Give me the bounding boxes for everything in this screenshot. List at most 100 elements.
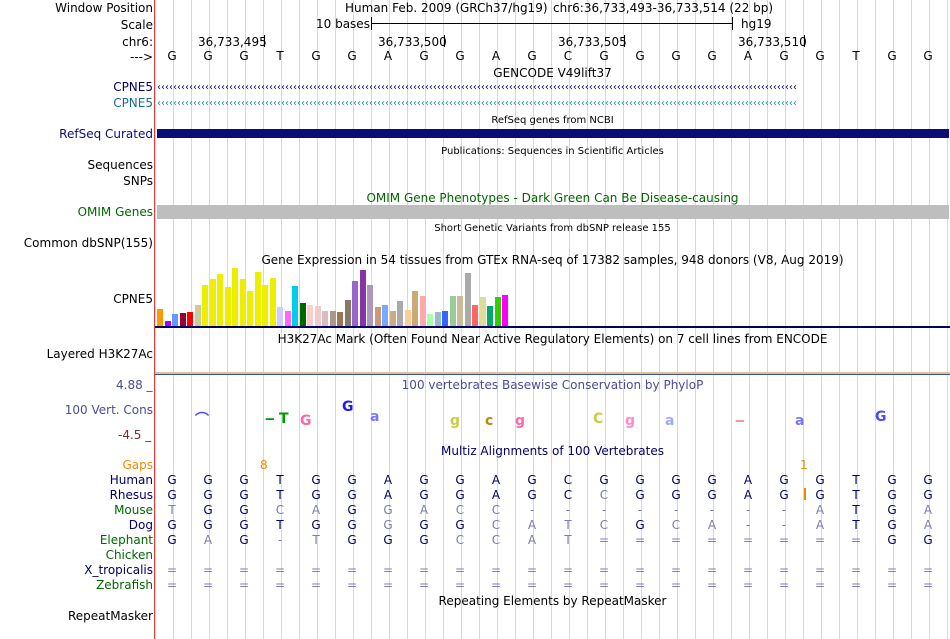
gtex-tissue-bar[interactable] <box>479 297 486 326</box>
gencode-gene-cpne5-b[interactable]: ‹‹‹‹‹‹‹‹‹‹‹‹‹‹‹‹‹‹‹‹‹‹‹‹‹‹‹‹‹‹‹‹‹‹‹‹‹‹‹‹… <box>157 99 797 108</box>
alignment-base: = <box>742 578 754 592</box>
gtex-tissue-bar[interactable] <box>412 291 418 326</box>
gtex-tissue-bar[interactable] <box>472 305 478 326</box>
gtex-bar-chart[interactable] <box>155 268 555 326</box>
gencode-gene-cpne5-a[interactable]: ‹‹‹‹‹‹‹‹‹‹‹‹‹‹‹‹‹‹‹‹‹‹‹‹‹‹‹‹‹‹‹‹‹‹‹‹‹‹‹‹… <box>157 83 797 92</box>
alignment-base: = <box>706 578 718 592</box>
gtex-tissue-bar[interactable] <box>307 305 313 326</box>
refseq-gene-bar[interactable] <box>157 129 949 138</box>
species-label: Human <box>109 473 153 487</box>
alignment-base: G <box>887 473 897 487</box>
gtex-tissue-bar[interactable] <box>419 296 426 326</box>
gencode-gene-label-cpne5-alt[interactable]: CPNE5 <box>113 96 153 110</box>
gtex-tissue-bar[interactable] <box>217 274 223 326</box>
gtex-tissue-bar[interactable] <box>487 306 493 326</box>
gtex-tissue-bar[interactable] <box>194 305 201 326</box>
gtex-tissue-bar[interactable] <box>202 285 208 326</box>
dbsnp-track-label[interactable]: Common dbSNP(155) <box>23 236 153 250</box>
gtex-tissue-bar[interactable] <box>247 291 253 326</box>
cons-track-label[interactable]: 100 Vert. Cons <box>64 403 153 417</box>
gtex-tissue-bar[interactable] <box>389 311 396 326</box>
gtex-tissue-bar[interactable] <box>314 306 321 326</box>
omim-track-label[interactable]: OMIM Genes <box>77 205 153 219</box>
alignment-base: = <box>778 563 790 577</box>
alignment-base: T <box>852 518 860 532</box>
gtex-tissue-bar[interactable] <box>449 296 456 326</box>
gtex-tissue-bar[interactable] <box>329 311 336 326</box>
alignment-base: = <box>886 563 898 577</box>
gtex-tissue-bar[interactable] <box>494 297 501 326</box>
gtex-tissue-bar[interactable] <box>382 305 388 326</box>
gtex-tissue-bar[interactable] <box>427 314 433 326</box>
track-label-divider <box>154 0 155 639</box>
refseq-track-title: RefSeq genes from NCBI <box>491 115 614 126</box>
alignment-row <box>155 548 950 563</box>
gtex-tissue-bar[interactable] <box>337 312 343 326</box>
gtex-tissue-bar[interactable] <box>359 270 366 326</box>
alignment-base: = <box>382 578 394 592</box>
grid-line <box>515 0 516 639</box>
alignment-base: = <box>274 578 286 592</box>
gtex-tissue-bar[interactable] <box>352 281 358 326</box>
alignment-base: = <box>670 563 682 577</box>
gencode-gene-label-cpne5[interactable]: CPNE5 <box>113 80 153 94</box>
gtex-tissue-bar[interactable] <box>157 309 163 326</box>
alignment-base: = <box>670 578 682 592</box>
gtex-tissue-bar[interactable] <box>404 310 411 326</box>
gtex-tissue-bar[interactable] <box>284 311 291 326</box>
grid-line <box>857 0 858 639</box>
grid-line <box>731 0 732 639</box>
gtex-tissue-bar[interactable] <box>224 287 231 326</box>
alignment-base: T <box>852 488 860 502</box>
reference-base: G <box>815 49 825 63</box>
gtex-tissue-bar[interactable] <box>254 272 261 326</box>
gtex-tissue-bar[interactable] <box>374 307 381 326</box>
gtex-tissue-bar[interactable] <box>502 295 508 326</box>
alignment-base: = <box>670 533 682 547</box>
alignment-base: = <box>814 533 826 547</box>
refseq-track-label[interactable]: RefSeq Curated <box>59 127 153 141</box>
position-readout: chr6:36,733,493-36,733,514 (22 bp) <box>553 1 774 15</box>
gtex-tissue-bar[interactable] <box>397 301 403 326</box>
snps-track-label[interactable]: SNPs <box>123 174 153 188</box>
alignment-base: G <box>815 473 825 487</box>
gtex-tissue-bar[interactable] <box>457 296 463 326</box>
gtex-tissue-bar[interactable] <box>322 311 328 326</box>
species-label: Dog <box>128 518 153 532</box>
gtex-tissue-bar[interactable] <box>172 314 178 326</box>
alignment-base: G <box>923 473 933 487</box>
gtex-tissue-bar[interactable] <box>277 307 283 326</box>
gtex-tissue-bar[interactable] <box>262 285 268 326</box>
gtex-tissue-bar[interactable] <box>187 312 193 326</box>
alignment-base: - <box>781 503 787 517</box>
gtex-tissue-bar[interactable] <box>239 279 246 326</box>
alignment-base: = <box>814 578 826 592</box>
gtex-tissue-bar[interactable] <box>179 313 186 326</box>
gtex-tissue-bar[interactable] <box>464 273 471 326</box>
gtex-tissue-bar[interactable] <box>269 278 276 326</box>
gtex-tissue-bar[interactable] <box>292 286 298 326</box>
alignment-base: = <box>742 533 754 547</box>
h3k27ac-track-label[interactable]: Layered H3K27Ac <box>46 347 153 361</box>
alignment-base: = <box>562 563 574 577</box>
omim-gene-bar[interactable] <box>157 205 949 219</box>
gtex-track-label[interactable]: CPNE5 <box>113 292 153 306</box>
gtex-tissue-bar[interactable] <box>344 300 351 326</box>
repeatmasker-track-label[interactable]: RepeatMasker <box>67 609 153 623</box>
alignment-base: A <box>383 488 393 502</box>
gtex-tissue-bar[interactable] <box>442 311 448 326</box>
sequences-track-label[interactable]: Sequences <box>87 158 153 172</box>
gtex-tissue-bar[interactable] <box>299 303 306 326</box>
gtex-tissue-bar[interactable] <box>209 279 216 326</box>
alignment-base: = <box>634 533 646 547</box>
gtex-tissue-bar[interactable] <box>367 285 373 326</box>
alignment-base: = <box>454 578 466 592</box>
gtex-tissue-bar[interactable] <box>164 321 171 326</box>
gtex-tissue-bar[interactable] <box>434 312 441 326</box>
coord-tick-label: 36,733,500 <box>378 35 447 49</box>
alignment-base: C <box>671 518 681 532</box>
alignment-base: C <box>455 503 465 517</box>
gtex-tissue-bar[interactable] <box>232 268 238 326</box>
alignment-base: G <box>599 473 609 487</box>
